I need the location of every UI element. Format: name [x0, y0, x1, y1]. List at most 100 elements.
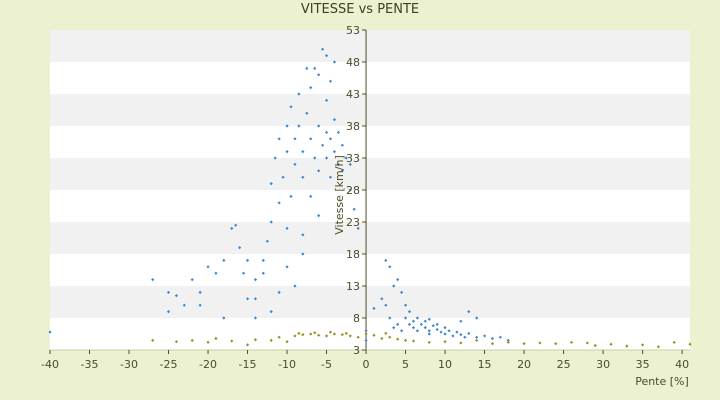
data-point-blue	[451, 334, 455, 338]
data-point-blue	[324, 130, 329, 134]
y-tick-label: 18	[346, 248, 360, 261]
data-point-blue	[328, 137, 333, 141]
data-point-blue	[151, 278, 155, 282]
data-point-olive	[313, 331, 317, 335]
data-point-blue	[506, 338, 510, 342]
data-point-blue	[285, 226, 289, 230]
data-point-blue	[293, 137, 297, 141]
data-point-blue	[415, 316, 420, 320]
grid-band	[50, 286, 690, 318]
y-tick-label: 48	[346, 56, 360, 69]
data-point-blue	[459, 333, 463, 337]
data-point-blue	[297, 124, 301, 128]
data-point-blue	[206, 265, 210, 269]
grid-band	[50, 62, 690, 94]
data-point-blue	[427, 329, 431, 333]
data-point-blue	[427, 317, 431, 321]
data-point-olive	[403, 338, 408, 342]
data-point-blue	[336, 130, 340, 134]
data-point-olive	[245, 343, 250, 347]
data-point-blue	[285, 150, 289, 154]
data-point-olive	[396, 337, 400, 341]
data-point-blue	[447, 329, 451, 333]
data-point-olive	[230, 339, 234, 343]
data-point-blue	[317, 73, 321, 77]
data-point-blue	[427, 332, 431, 336]
x-tick-label: 35	[636, 358, 650, 371]
grid-band	[50, 30, 690, 62]
data-point-blue	[301, 252, 305, 256]
data-point-blue	[490, 336, 495, 341]
data-point-blue	[392, 284, 396, 288]
x-tick-label: 25	[557, 358, 571, 371]
y-axis-label: Vitesse [km/h]	[333, 155, 346, 235]
data-point-blue	[411, 326, 416, 330]
data-point-blue	[340, 143, 344, 147]
x-tick-label: 30	[596, 358, 610, 371]
data-point-olive	[328, 330, 333, 334]
data-point-blue	[245, 297, 250, 301]
data-point-blue	[253, 316, 258, 320]
data-point-blue	[324, 54, 329, 58]
data-point-olive	[380, 336, 384, 341]
x-tick-label: 40	[675, 358, 689, 371]
data-point-blue	[348, 162, 352, 166]
data-point-blue	[388, 265, 392, 269]
data-point-blue	[174, 294, 179, 298]
data-point-olive	[332, 332, 337, 336]
data-point-blue	[198, 290, 202, 294]
data-point-olive	[585, 341, 589, 345]
data-point-blue	[324, 156, 329, 160]
data-point-olive	[459, 341, 463, 345]
data-point-blue	[182, 303, 186, 307]
grid-band	[50, 318, 690, 350]
data-point-blue	[403, 316, 408, 320]
x-tick-label: -15	[239, 358, 257, 371]
data-point-blue	[348, 188, 352, 192]
data-point-blue	[230, 226, 234, 230]
data-point-olive	[348, 334, 352, 338]
data-point-olive	[490, 342, 495, 346]
data-point-blue	[317, 214, 321, 218]
data-point-blue	[388, 316, 392, 320]
data-point-blue	[328, 79, 333, 83]
x-tick-label: -20	[199, 358, 217, 371]
data-point-blue	[332, 118, 337, 122]
data-point-blue	[423, 319, 427, 323]
data-point-olive	[324, 334, 329, 338]
grid-bands	[50, 30, 690, 350]
x-tick-label: 20	[517, 358, 531, 371]
data-point-blue	[455, 330, 459, 334]
grid-band	[50, 190, 690, 222]
grid-band	[50, 158, 690, 190]
data-point-olive	[269, 338, 273, 342]
data-point-olive	[356, 335, 360, 339]
data-point-blue	[277, 290, 281, 294]
data-point-blue	[277, 201, 281, 205]
data-point-olive	[475, 338, 479, 342]
data-point-olive	[206, 340, 210, 344]
data-point-blue	[305, 66, 309, 70]
data-point-olive	[340, 333, 344, 337]
data-point-blue	[467, 331, 471, 335]
data-point-olive	[285, 340, 289, 344]
data-point-blue	[372, 306, 376, 310]
data-point-olive	[293, 334, 297, 338]
grid-band	[50, 222, 690, 254]
data-point-blue	[439, 330, 443, 334]
data-point-olive	[151, 338, 155, 342]
data-point-blue	[380, 297, 384, 301]
data-point-blue	[166, 290, 171, 294]
data-point-blue	[443, 326, 447, 330]
data-point-blue	[190, 278, 194, 282]
x-tick-label: 5	[402, 358, 409, 371]
data-point-blue	[407, 322, 412, 326]
y-tick-label: 28	[346, 184, 360, 197]
data-point-blue	[48, 330, 52, 334]
data-point-blue	[269, 182, 273, 186]
data-point-blue	[463, 335, 467, 339]
data-point-olive	[609, 342, 613, 346]
data-point-blue	[475, 316, 479, 320]
data-point-blue	[475, 335, 479, 339]
